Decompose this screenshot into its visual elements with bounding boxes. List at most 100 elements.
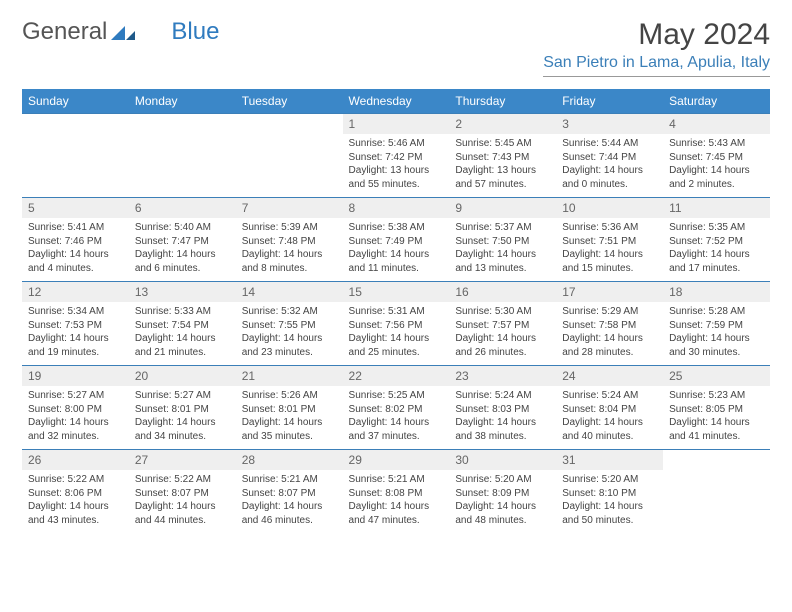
day-line: Sunset: 8:02 PM <box>349 403 444 417</box>
day-line: Sunset: 7:54 PM <box>135 319 230 333</box>
page-title: May 2024 <box>543 18 770 52</box>
day-line: Sunrise: 5:46 AM <box>349 137 444 151</box>
day-line: Daylight: 14 hours and 0 minutes. <box>562 164 657 191</box>
day-content-cell: Sunrise: 5:38 AMSunset: 7:49 PMDaylight:… <box>343 218 450 282</box>
col-wednesday: Wednesday <box>343 89 450 114</box>
day-line: Sunset: 7:49 PM <box>349 235 444 249</box>
day-number-cell: 17 <box>556 282 663 303</box>
day-content-cell: Sunrise: 5:34 AMSunset: 7:53 PMDaylight:… <box>22 302 129 366</box>
day-line: Sunrise: 5:38 AM <box>349 221 444 235</box>
day-line: Daylight: 14 hours and 4 minutes. <box>28 248 123 275</box>
day-line: Sunrise: 5:23 AM <box>669 389 764 403</box>
day-number-cell: 28 <box>236 450 343 471</box>
day-line: Sunset: 8:03 PM <box>455 403 550 417</box>
day-number-cell: 7 <box>236 198 343 219</box>
day-line: Sunset: 7:55 PM <box>242 319 337 333</box>
day-line: Sunset: 7:51 PM <box>562 235 657 249</box>
day-line: Sunset: 8:08 PM <box>349 487 444 501</box>
day-content-cell <box>129 134 236 198</box>
location-label: San Pietro in Lama, Apulia, Italy <box>543 54 770 77</box>
day-content-cell: Sunrise: 5:28 AMSunset: 7:59 PMDaylight:… <box>663 302 770 366</box>
day-content-cell: Sunrise: 5:20 AMSunset: 8:09 PMDaylight:… <box>449 470 556 533</box>
day-line: Sunrise: 5:43 AM <box>669 137 764 151</box>
day-line: Daylight: 14 hours and 23 minutes. <box>242 332 337 359</box>
day-content-cell: Sunrise: 5:23 AMSunset: 8:05 PMDaylight:… <box>663 386 770 450</box>
day-line: Sunset: 7:57 PM <box>455 319 550 333</box>
content-row: Sunrise: 5:41 AMSunset: 7:46 PMDaylight:… <box>22 218 770 282</box>
day-content-cell: Sunrise: 5:32 AMSunset: 7:55 PMDaylight:… <box>236 302 343 366</box>
day-number-cell: 9 <box>449 198 556 219</box>
day-number-cell: 26 <box>22 450 129 471</box>
day-content-cell: Sunrise: 5:44 AMSunset: 7:44 PMDaylight:… <box>556 134 663 198</box>
day-content-cell <box>22 134 129 198</box>
day-number-cell: 2 <box>449 114 556 135</box>
day-line: Sunrise: 5:29 AM <box>562 305 657 319</box>
day-content-cell: Sunrise: 5:36 AMSunset: 7:51 PMDaylight:… <box>556 218 663 282</box>
logo-text-2: Blue <box>171 18 219 46</box>
day-number-cell: 21 <box>236 366 343 387</box>
day-line: Daylight: 14 hours and 43 minutes. <box>28 500 123 527</box>
daynum-row: 19202122232425 <box>22 366 770 387</box>
day-line: Sunrise: 5:36 AM <box>562 221 657 235</box>
day-number-cell: 4 <box>663 114 770 135</box>
day-line: Sunrise: 5:33 AM <box>135 305 230 319</box>
day-line: Daylight: 14 hours and 40 minutes. <box>562 416 657 443</box>
day-line: Sunset: 7:59 PM <box>669 319 764 333</box>
day-content-cell: Sunrise: 5:24 AMSunset: 8:04 PMDaylight:… <box>556 386 663 450</box>
day-number-cell: 13 <box>129 282 236 303</box>
col-tuesday: Tuesday <box>236 89 343 114</box>
day-content-cell: Sunrise: 5:31 AMSunset: 7:56 PMDaylight:… <box>343 302 450 366</box>
day-line: Daylight: 13 hours and 55 minutes. <box>349 164 444 191</box>
day-line: Sunset: 8:01 PM <box>242 403 337 417</box>
day-content-cell: Sunrise: 5:22 AMSunset: 8:07 PMDaylight:… <box>129 470 236 533</box>
day-content-cell: Sunrise: 5:27 AMSunset: 8:01 PMDaylight:… <box>129 386 236 450</box>
day-number-cell: 15 <box>343 282 450 303</box>
day-line: Sunrise: 5:26 AM <box>242 389 337 403</box>
day-line: Daylight: 14 hours and 48 minutes. <box>455 500 550 527</box>
day-line: Sunset: 8:04 PM <box>562 403 657 417</box>
day-number-cell: 3 <box>556 114 663 135</box>
day-number-cell <box>22 114 129 135</box>
day-number-cell: 8 <box>343 198 450 219</box>
day-line: Sunrise: 5:22 AM <box>135 473 230 487</box>
day-content-cell: Sunrise: 5:45 AMSunset: 7:43 PMDaylight:… <box>449 134 556 198</box>
day-line: Sunset: 7:48 PM <box>242 235 337 249</box>
day-line: Daylight: 14 hours and 11 minutes. <box>349 248 444 275</box>
day-number-cell: 31 <box>556 450 663 471</box>
day-line: Sunrise: 5:40 AM <box>135 221 230 235</box>
day-line: Daylight: 14 hours and 50 minutes. <box>562 500 657 527</box>
day-number-cell <box>236 114 343 135</box>
daynum-row: 12131415161718 <box>22 282 770 303</box>
day-line: Sunrise: 5:39 AM <box>242 221 337 235</box>
day-line: Daylight: 14 hours and 46 minutes. <box>242 500 337 527</box>
day-number-cell: 19 <box>22 366 129 387</box>
day-line: Sunset: 7:42 PM <box>349 151 444 165</box>
day-line: Daylight: 14 hours and 8 minutes. <box>242 248 337 275</box>
day-content-cell: Sunrise: 5:29 AMSunset: 7:58 PMDaylight:… <box>556 302 663 366</box>
day-line: Sunrise: 5:30 AM <box>455 305 550 319</box>
day-number-cell: 29 <box>343 450 450 471</box>
day-line: Sunrise: 5:44 AM <box>562 137 657 151</box>
col-monday: Monday <box>129 89 236 114</box>
content-row: Sunrise: 5:22 AMSunset: 8:06 PMDaylight:… <box>22 470 770 533</box>
col-sunday: Sunday <box>22 89 129 114</box>
content-row: Sunrise: 5:27 AMSunset: 8:00 PMDaylight:… <box>22 386 770 450</box>
day-line: Sunset: 8:01 PM <box>135 403 230 417</box>
day-content-cell: Sunrise: 5:43 AMSunset: 7:45 PMDaylight:… <box>663 134 770 198</box>
day-number-cell: 24 <box>556 366 663 387</box>
day-content-cell: Sunrise: 5:39 AMSunset: 7:48 PMDaylight:… <box>236 218 343 282</box>
day-line: Sunset: 7:47 PM <box>135 235 230 249</box>
day-content-cell: Sunrise: 5:20 AMSunset: 8:10 PMDaylight:… <box>556 470 663 533</box>
day-line: Sunrise: 5:24 AM <box>562 389 657 403</box>
day-line: Sunrise: 5:20 AM <box>562 473 657 487</box>
day-line: Sunset: 7:50 PM <box>455 235 550 249</box>
day-line: Daylight: 14 hours and 47 minutes. <box>349 500 444 527</box>
day-line: Sunset: 8:07 PM <box>135 487 230 501</box>
day-line: Daylight: 14 hours and 2 minutes. <box>669 164 764 191</box>
day-content-cell: Sunrise: 5:46 AMSunset: 7:42 PMDaylight:… <box>343 134 450 198</box>
day-line: Sunrise: 5:25 AM <box>349 389 444 403</box>
day-line: Sunset: 7:58 PM <box>562 319 657 333</box>
day-content-cell: Sunrise: 5:25 AMSunset: 8:02 PMDaylight:… <box>343 386 450 450</box>
day-content-cell: Sunrise: 5:22 AMSunset: 8:06 PMDaylight:… <box>22 470 129 533</box>
day-line: Daylight: 14 hours and 32 minutes. <box>28 416 123 443</box>
